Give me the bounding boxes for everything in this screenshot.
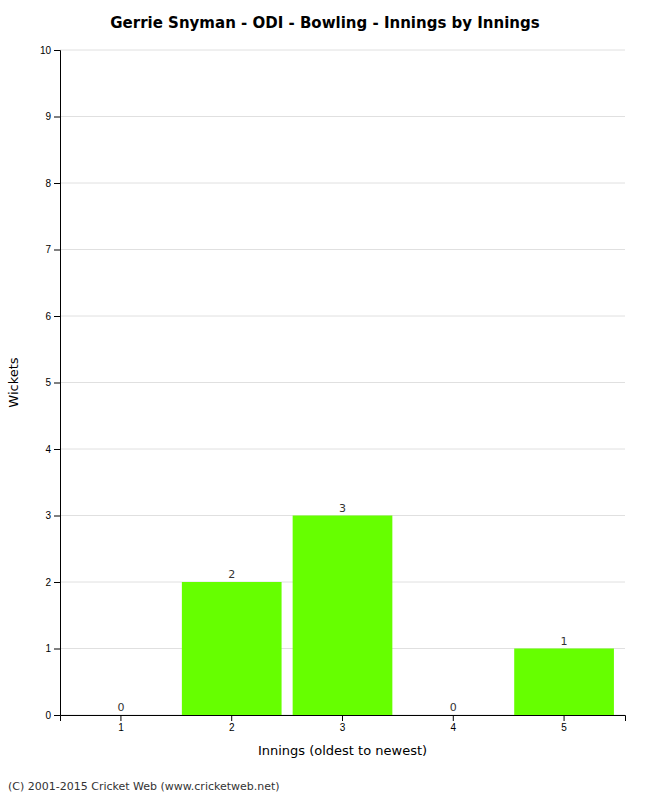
y-label: Wickets (6, 357, 21, 407)
y-tick-label: 3 (45, 510, 51, 521)
x-axis: 1 2 3 4 5 (61, 715, 626, 733)
bar (403, 715, 503, 716)
chart: 1 2 3 4 5 0 1 2 3 4 5 6 7 8 9 10 0 2 3 0 1 Gerrie Snyman - OD… (0, 0, 650, 800)
x-tick-mark (120, 715, 121, 721)
y-tick-mark (54, 649, 60, 650)
bar (293, 516, 393, 716)
y-tick-label: 0 (45, 710, 51, 721)
grid-line (60, 50, 625, 51)
x-tick-label: 2 (229, 722, 235, 733)
y-tick: 9 (45, 111, 60, 122)
bar (71, 715, 171, 716)
y-tick-label: 4 (45, 444, 51, 455)
y-tick-label: 5 (45, 377, 51, 388)
grid-line (60, 249, 625, 250)
x-tick-mark (453, 715, 454, 721)
y-tick-mark (54, 183, 60, 184)
y-axis-line (54, 51, 61, 716)
y-tick-label: 1 (45, 643, 51, 654)
y-tick-label: 10 (40, 45, 52, 56)
y-tick-mark (54, 582, 60, 583)
data-label: 0 (450, 701, 457, 714)
y-tick-mark (54, 516, 60, 517)
y-tick: 3 (45, 510, 60, 521)
y-tick-label: 8 (45, 178, 51, 189)
data-labels: 0 2 3 0 1 (117, 502, 567, 715)
x-tick: 2 (229, 715, 235, 733)
y-tick-label: 2 (45, 577, 51, 588)
data-label: 1 (561, 635, 568, 648)
grid-line (60, 382, 625, 383)
y-tick: 7 (45, 244, 60, 255)
x-tick: 5 (561, 715, 567, 733)
y-axis: 0 1 2 3 4 5 6 7 8 9 10 (40, 45, 61, 721)
y-tick: 2 (45, 577, 60, 588)
y-tick: 0 (45, 710, 60, 721)
y-tick-mark (54, 383, 60, 384)
grid-line (60, 116, 625, 117)
grid-line (60, 449, 625, 450)
y-tick-mark (54, 715, 60, 716)
grid-line (60, 183, 625, 184)
x-tick: 3 (340, 715, 346, 733)
bar (182, 582, 282, 715)
y-tick-mark (54, 117, 60, 118)
y-tick-label: 9 (45, 111, 51, 122)
x-tick-label: 3 (340, 722, 346, 733)
grid-line (60, 316, 625, 317)
y-tick-mark (54, 316, 60, 317)
data-label: 0 (117, 701, 124, 714)
x-tick: 1 (118, 715, 124, 733)
x-tick-mark (564, 715, 565, 721)
plot: 1 2 3 4 5 0 1 2 3 4 5 6 7 8 9 10 0 2 3 0 1 (40, 45, 626, 733)
footer: (C) 2001-2015 Cricket Web (www.cricketwe… (8, 780, 280, 793)
x-tick-mark (231, 715, 232, 721)
data-label: 3 (339, 502, 346, 515)
y-tick: 4 (45, 444, 60, 455)
y-tick-mark (54, 250, 60, 251)
x-tick-label: 1 (118, 722, 124, 733)
y-tick-mark (54, 449, 60, 450)
y-tick: 6 (45, 311, 60, 322)
grid (60, 50, 625, 715)
title: Gerrie Snyman - ODI - Bowling - Innings … (110, 14, 539, 32)
y-tick-label: 7 (45, 244, 51, 255)
y-tick: 5 (45, 377, 60, 388)
data-label: 2 (228, 568, 235, 581)
x-label: Innings (oldest to newest) (258, 743, 427, 758)
y-tick: 8 (45, 178, 60, 189)
x-tick-label: 4 (451, 722, 457, 733)
x-tick-label: 5 (561, 722, 567, 733)
y-tick: 1 (45, 643, 60, 654)
x-tick-mark (342, 715, 343, 721)
y-tick-label: 6 (45, 311, 51, 322)
x-tick: 4 (451, 715, 457, 733)
bar (514, 649, 614, 716)
x-axis-line (61, 716, 626, 722)
bars (182, 516, 614, 716)
y-tick: 10 (40, 45, 60, 56)
y-tick-mark (54, 50, 60, 51)
